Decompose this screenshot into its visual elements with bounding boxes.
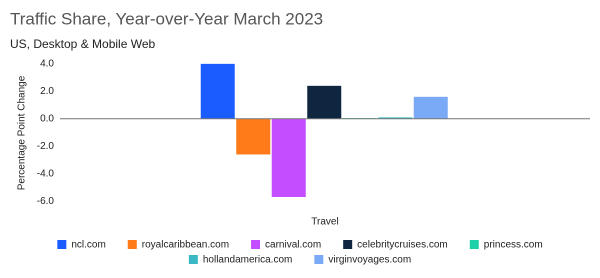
legend-swatch [188,255,198,264]
chart-subtitle: US, Desktop & Mobile Web [10,37,155,51]
bar [200,63,235,119]
bar [413,96,448,119]
legend-label: carnival.com [265,240,321,251]
legend-swatch [314,255,324,264]
chart-title: Traffic Share, Year-over-Year March 2023 [10,9,323,28]
legend-swatch [469,240,479,249]
y-tick-label: -6.0 [37,196,55,207]
legend-item: virginvoyages.com [314,255,411,266]
legend-label: celebritycruises.com [357,240,448,251]
y-tick-label: 4.0 [40,59,54,70]
x-tick-label: Travel [311,217,338,228]
legend-item: celebritycruises.com [343,240,448,251]
legend-label: royalcaribbean.com [142,240,229,251]
y-tick-label: -2.0 [37,141,55,152]
y-axis-label: Percentage Point Change [17,75,28,190]
legend-swatch [57,240,67,249]
legend-item: ncl.com [57,240,106,251]
y-tick-label: -4.0 [37,168,55,179]
legend-swatch [343,240,353,249]
legend-label: virginvoyages.com [328,255,411,266]
y-tick-label: 0.0 [40,113,54,124]
y-tick-label: 2.0 [40,86,54,97]
legend-label: hollandamerica.com [203,255,293,266]
legend-item: princess.com [469,240,543,251]
bar [271,118,306,198]
legend-swatch [127,240,137,249]
legend-swatch [251,240,261,249]
legend-label: ncl.com [71,240,105,251]
bar [378,117,413,119]
legend-item: hollandamerica.com [188,255,293,266]
bar [236,118,271,155]
bar [307,85,342,119]
legend-item: carnival.com [251,240,321,251]
legend-item: royalcaribbean.com [127,240,229,251]
legend-label: princess.com [484,240,543,251]
